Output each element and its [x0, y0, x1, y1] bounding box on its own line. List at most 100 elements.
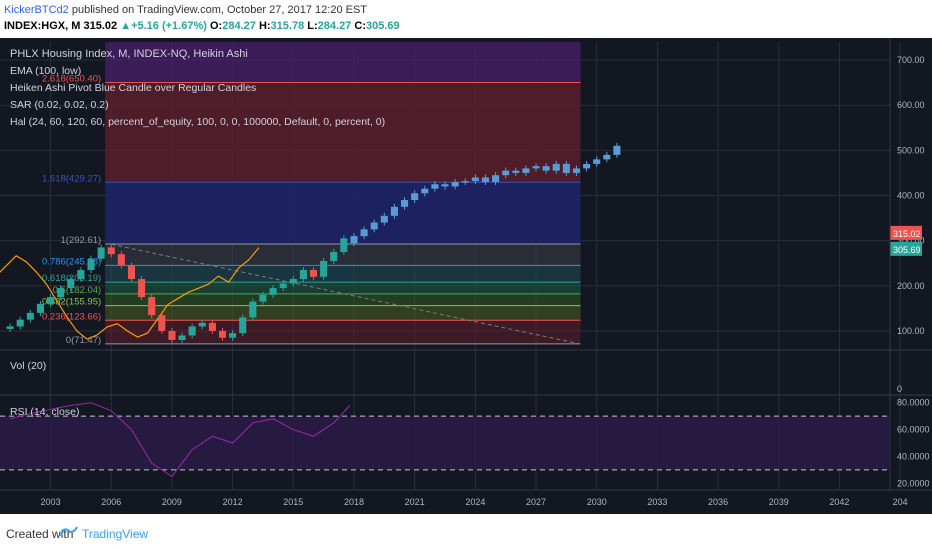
- fib-level-label: 1.618(429.27): [42, 173, 101, 184]
- rsi-axis-label: 40.0000: [897, 451, 930, 461]
- legend-hal[interactable]: Hal (24, 60, 120, 60, percent_of_equity,…: [10, 116, 386, 128]
- high-label: H:: [258, 20, 271, 32]
- candle: [380, 215, 388, 223]
- candle: [583, 163, 591, 169]
- candle: [77, 269, 85, 280]
- footer: Created with TradingView: [0, 514, 932, 550]
- candle: [249, 301, 257, 318]
- legend-heiken[interactable]: Heiken Ashi Pivot Blue Candle over Regul…: [10, 82, 257, 94]
- candle: [16, 319, 24, 327]
- candle: [613, 145, 621, 155]
- candle: [411, 193, 419, 201]
- candle: [451, 181, 459, 187]
- legend-ema[interactable]: EMA (100, low): [10, 65, 82, 77]
- candle: [218, 330, 227, 338]
- publish-text: published on TradingView.com, October 27…: [68, 4, 368, 16]
- fib-zone: [105, 243, 581, 266]
- candle: [47, 297, 55, 304]
- trend-line: [111, 243, 581, 345]
- volume-axis-label: 0: [897, 384, 902, 394]
- rsi-axis-label: 80.0000: [897, 398, 930, 408]
- fib-level-label: 0(71.47): [66, 335, 101, 346]
- candle: [6, 326, 14, 329]
- rsi-band: [0, 416, 890, 470]
- last-price: 315.02: [83, 20, 118, 32]
- candle: [138, 279, 146, 298]
- fib-level-label: 2.618(650.40): [42, 73, 101, 84]
- candle: [67, 279, 75, 289]
- candle: [370, 222, 378, 230]
- x-axis-label: 2012: [223, 497, 243, 507]
- close-price-label: 305.69: [893, 245, 921, 255]
- x-axis-bar: [0, 490, 932, 514]
- candle: [87, 258, 95, 270]
- y-axis-label: 300.00: [897, 236, 925, 246]
- candle: [390, 206, 398, 216]
- candle: [552, 163, 560, 171]
- fib-zone-top: [105, 42, 581, 83]
- rsi-pane-label[interactable]: RSI (14, close): [10, 406, 80, 418]
- high-value: 315.78: [270, 20, 305, 32]
- candle: [117, 254, 125, 266]
- candle: [431, 184, 439, 189]
- symbol: INDEX:HGX, M: [4, 20, 81, 32]
- x-axis-label: 2015: [283, 497, 303, 507]
- price-change: +5.16 (+1.67%): [131, 20, 207, 32]
- fib-level-label: 1(292.61): [61, 235, 102, 246]
- chart-area[interactable]: 1(292.61) 0.786(245.28) 0.618(208.19) 0.5(1…: [0, 38, 932, 514]
- open-label: O:: [209, 20, 223, 32]
- x-axis-label: 2009: [162, 497, 182, 507]
- x-axis-label: 2033: [647, 497, 667, 507]
- fib-level-label: 0.618(208.19): [42, 273, 101, 284]
- up-arrow-icon: ▲: [120, 20, 132, 32]
- y-axis-label: 100.00: [897, 326, 925, 336]
- candle: [350, 236, 358, 244]
- candle: [57, 288, 65, 298]
- legend-sar[interactable]: SAR (0.02, 0.02, 0.2): [10, 99, 109, 111]
- candle: [441, 184, 449, 187]
- candle: [158, 315, 166, 331]
- x-axis-label: 2021: [405, 497, 425, 507]
- candle: [279, 283, 287, 289]
- rsi-line: [9, 402, 351, 478]
- x-axis-label: 2024: [465, 497, 485, 507]
- last-price-label: 315.02: [893, 229, 921, 239]
- candle: [229, 333, 237, 338]
- low-label: L:: [307, 20, 318, 32]
- close-value: 305.69: [365, 20, 400, 32]
- candle: [289, 279, 297, 284]
- header: KickerBTCd2 published on TradingView.com…: [0, 0, 932, 38]
- candle: [36, 303, 44, 313]
- x-axis-label: 2027: [526, 497, 546, 507]
- x-axis-label: 2039: [769, 497, 789, 507]
- candle: [542, 166, 550, 171]
- candle: [492, 175, 500, 182]
- fib-zone: [105, 293, 581, 306]
- author-link[interactable]: KickerBTCd2: [4, 4, 69, 16]
- candle: [269, 288, 277, 295]
- candle: [471, 177, 479, 182]
- tradingview-logo-icon[interactable]: [60, 524, 78, 538]
- candle: [401, 200, 409, 207]
- candle: [97, 247, 105, 259]
- x-axis-label: 2003: [41, 497, 61, 507]
- tradingview-brand[interactable]: TradingView: [82, 527, 149, 541]
- candle: [239, 317, 247, 334]
- fib-zone-2618: [105, 82, 581, 183]
- fib-zone-1618: [105, 182, 581, 244]
- x-axis-label: 2036: [708, 497, 728, 507]
- x-axis-label: 204: [893, 497, 908, 507]
- candle: [481, 177, 489, 182]
- candle: [309, 269, 318, 277]
- legend-title: PHLX Housing Index, M, INDEX-NQ, Heikin …: [10, 48, 248, 60]
- candle: [461, 181, 469, 183]
- volume-pane-label[interactable]: Vol (20): [10, 360, 47, 372]
- candle: [330, 251, 338, 261]
- fib-zone: [105, 282, 581, 294]
- chart-svg[interactable]: 1(292.61) 0.786(245.28) 0.618(208.19)0.5(1…: [0, 38, 932, 514]
- x-axis-label: 2006: [101, 497, 121, 507]
- candle: [320, 260, 328, 277]
- candle: [26, 312, 34, 320]
- created-with-text: Created with: [6, 527, 74, 541]
- candle: [512, 170, 520, 173]
